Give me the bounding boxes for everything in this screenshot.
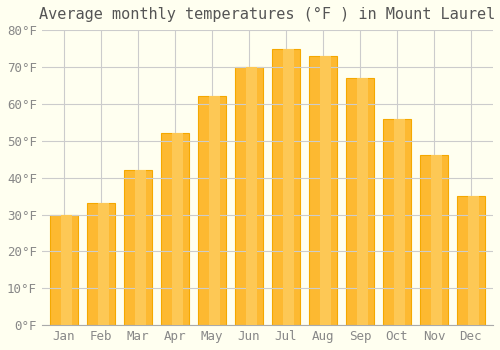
Bar — [246, 67, 258, 325]
Bar — [309, 56, 337, 325]
Bar — [235, 67, 263, 325]
Bar — [135, 170, 146, 325]
Bar — [346, 78, 374, 325]
Bar — [420, 155, 448, 325]
Bar — [198, 97, 226, 325]
Bar — [431, 155, 442, 325]
Bar — [161, 133, 189, 325]
Bar — [394, 119, 405, 325]
Bar — [61, 215, 72, 325]
Bar — [468, 196, 479, 325]
Bar — [320, 56, 331, 325]
Bar — [98, 203, 110, 325]
Bar — [172, 133, 184, 325]
Bar — [50, 215, 78, 325]
Bar — [457, 196, 484, 325]
Bar — [283, 49, 294, 325]
Bar — [272, 49, 300, 325]
Bar — [357, 78, 368, 325]
Bar — [124, 170, 152, 325]
Title: Average monthly temperatures (°F ) in Mount Laurel: Average monthly temperatures (°F ) in Mo… — [40, 7, 496, 22]
Bar — [87, 203, 115, 325]
Bar — [209, 97, 220, 325]
Bar — [383, 119, 411, 325]
